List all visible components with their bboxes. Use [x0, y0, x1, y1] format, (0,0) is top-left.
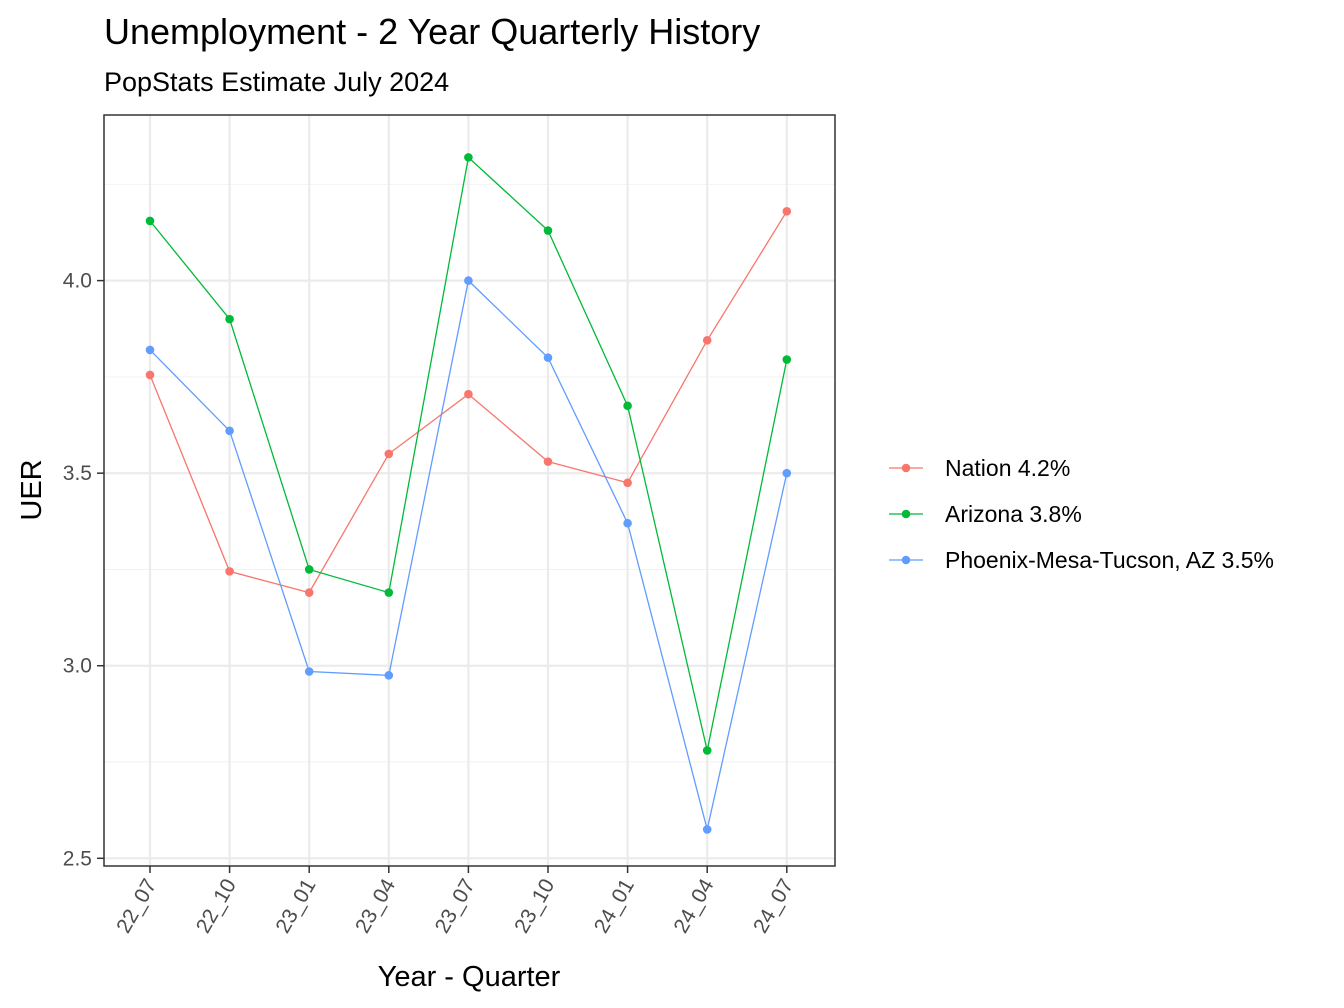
y-tick-label: 3.0 — [63, 655, 92, 678]
data-point — [384, 449, 394, 459]
x-tick-label: 23_10 — [510, 875, 559, 937]
x-tick-label: 23_04 — [351, 875, 400, 937]
data-point — [543, 457, 553, 466]
data-point — [225, 567, 234, 576]
data-point — [145, 216, 155, 226]
data-point — [304, 588, 314, 597]
data-point — [145, 345, 155, 355]
data-point — [782, 355, 792, 364]
legend-label: Arizona 3.8% — [945, 501, 1082, 527]
x-axis: 22_07 22_10 23_01 23_04 23_07 23_10 24_01 24_04… — [112, 866, 798, 937]
chart-subtitle: PopStats Estimate July 2024 — [104, 67, 449, 97]
x-tick-label: 24_07 — [749, 875, 798, 937]
data-point — [384, 671, 394, 680]
x-tick-label: 23_07 — [431, 875, 480, 937]
legend-label: Nation 4.2% — [945, 455, 1070, 481]
data-point — [782, 206, 792, 216]
x-tick-label: 23_01 — [271, 875, 320, 937]
x-tick-label: 22_10 — [192, 875, 241, 937]
y-tick-label: 4.0 — [63, 270, 92, 293]
data-point — [623, 478, 632, 488]
data-point — [782, 468, 792, 478]
data-point — [702, 336, 712, 345]
data-point — [384, 588, 394, 597]
data-point — [304, 667, 314, 676]
chart-title: Unemployment - 2 Year Quarterly History — [104, 11, 760, 52]
y-axis-title: UER — [16, 459, 48, 520]
y-tick-label: 3.5 — [63, 462, 92, 485]
legend-key-point — [901, 555, 911, 565]
legend: Nation 4.2% Arizona 3.8% Phoenix-Mesa-Tucs… — [889, 455, 1274, 573]
legend-key-point — [901, 463, 911, 473]
legend-label: Phoenix-Mesa-Tucson, AZ 3.5% — [945, 547, 1274, 573]
x-tick-label: 24_04 — [669, 875, 718, 937]
data-point — [543, 226, 553, 235]
major-gridlines — [104, 115, 835, 866]
plot-border — [103, 114, 836, 867]
data-point — [702, 825, 712, 834]
data-point — [304, 565, 314, 574]
legend-key-point — [901, 509, 911, 519]
data-point — [464, 276, 473, 285]
data-point — [623, 518, 632, 528]
data-point — [702, 746, 712, 755]
y-tick-label: 2.5 — [63, 847, 92, 870]
data-point — [543, 353, 553, 362]
data-point — [464, 389, 473, 399]
y-axis: 2.5 3.0 3.5 4.0 — [63, 270, 104, 870]
data-point — [225, 314, 234, 324]
data-point — [225, 426, 234, 436]
data-point — [464, 153, 473, 162]
x-axis-title: Year - Quarter — [378, 961, 561, 993]
data-point — [145, 370, 155, 380]
series-points — [145, 153, 792, 834]
x-tick-label: 22_07 — [112, 875, 161, 937]
data-point — [623, 401, 632, 411]
x-tick-label: 24_01 — [590, 875, 639, 937]
